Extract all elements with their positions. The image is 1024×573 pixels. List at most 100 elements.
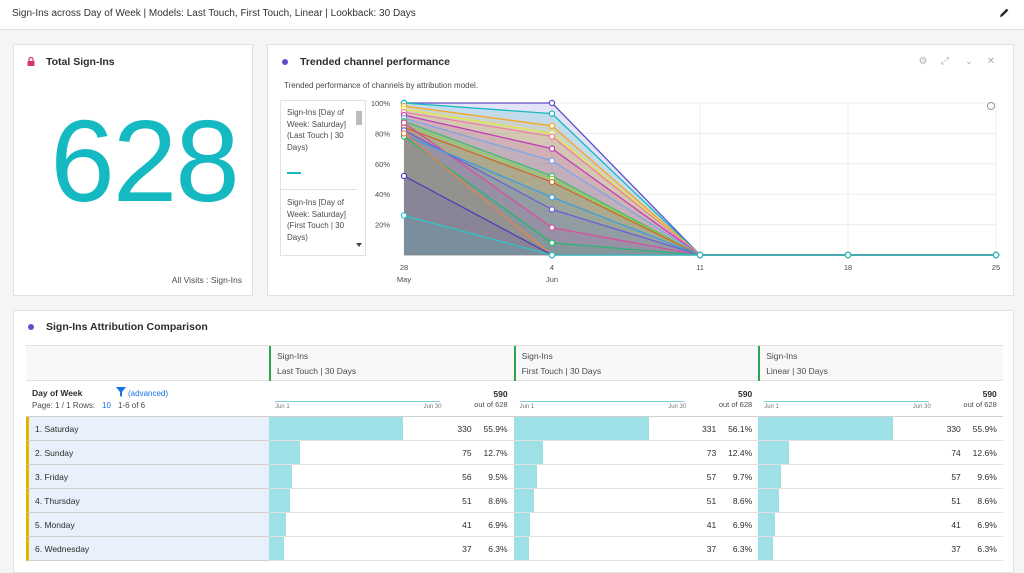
table-cell[interactable]: 51 8.6% xyxy=(269,489,514,513)
cell-percent: 55.9% xyxy=(483,424,508,434)
cell-percent: 8.6% xyxy=(488,496,508,506)
series-point[interactable] xyxy=(548,145,556,152)
cell-value: 37 xyxy=(951,544,961,554)
cell-percent: 12.4% xyxy=(728,448,753,458)
close-icon[interactable]: ✕ xyxy=(986,56,996,67)
y-tick-label: 80% xyxy=(375,129,390,138)
column-color-bar xyxy=(513,346,516,381)
x-tick-label: 11 xyxy=(696,263,704,272)
series-point[interactable] xyxy=(548,224,556,231)
series-point[interactable] xyxy=(548,122,556,129)
series-area xyxy=(404,136,996,255)
series-area xyxy=(404,124,996,255)
dimension-name[interactable]: Day of Week xyxy=(32,388,83,398)
sparkline xyxy=(275,401,440,402)
column-header[interactable]: Sign-Ins Linear | 30 Days xyxy=(758,345,1003,381)
settings-gear-icon[interactable]: ⚙ xyxy=(918,56,928,67)
series-point[interactable] xyxy=(548,239,556,247)
sparkline-end-label: Jun 30 xyxy=(912,404,931,410)
series-point[interactable] xyxy=(548,157,556,164)
expand-icon[interactable]: ⤢ xyxy=(941,56,949,67)
table-row-label[interactable]: 2. Sunday xyxy=(26,441,269,465)
column-summary: 590 out of 628 Jun 1 Jun 30 xyxy=(758,381,1003,417)
table-cell[interactable]: 51 8.6% xyxy=(513,489,759,513)
row-label-text: 5. Monday xyxy=(35,520,75,530)
cell-bar xyxy=(269,513,286,536)
advanced-filter-link[interactable]: (advanced) xyxy=(128,389,169,398)
series-point[interactable] xyxy=(548,251,556,259)
table-cell[interactable]: 41 6.9% xyxy=(513,513,759,537)
series-point[interactable] xyxy=(696,251,704,259)
table-cell[interactable]: 331 56.1% xyxy=(513,417,759,441)
table-cell[interactable]: 73 12.4% xyxy=(513,441,759,465)
cell-bar xyxy=(513,465,537,488)
cell-value: 41 xyxy=(706,520,717,530)
table-cell[interactable]: 41 6.9% xyxy=(269,513,514,537)
cell-value: 330 xyxy=(457,424,472,434)
legend-item[interactable]: Sign-Ins [Day of Week: Saturday] (Last T… xyxy=(287,108,346,152)
trend-panel: Trended channel performance ⚙ ⤢ ⌄ ✕ Tren… xyxy=(267,44,1014,296)
chevron-down-icon[interactable]: ⌄ xyxy=(964,56,974,67)
cell-bar xyxy=(513,441,544,464)
cell-bar xyxy=(758,513,775,536)
series-point[interactable] xyxy=(400,119,408,126)
cell-value: 37 xyxy=(706,544,717,554)
series-point[interactable] xyxy=(548,99,556,107)
column-color-bar xyxy=(758,346,761,381)
series-area xyxy=(404,175,996,255)
table-cell[interactable]: 56 9.5% xyxy=(269,465,514,489)
table-cell[interactable]: 57 9.7% xyxy=(513,465,759,489)
column-header[interactable]: Sign-Ins Last Touch | 30 Days xyxy=(269,345,514,381)
cell-value: 51 xyxy=(951,496,961,506)
series-point[interactable] xyxy=(548,206,556,213)
x-tick-label: 4 xyxy=(550,263,554,272)
table-cell[interactable]: 37 6.3% xyxy=(758,537,1003,561)
series-point[interactable] xyxy=(548,110,556,117)
column-header[interactable]: Sign-Ins First Touch | 30 Days xyxy=(513,345,759,381)
x-tick-sublabel: Jun xyxy=(546,275,558,284)
series-point[interactable] xyxy=(548,194,556,201)
table-cell[interactable]: 74 12.6% xyxy=(758,441,1003,465)
dimension-header-spacer xyxy=(26,345,269,381)
cell-percent: 56.1% xyxy=(728,424,753,434)
table-cell[interactable]: 51 8.6% xyxy=(758,489,1003,513)
cell-value: 37 xyxy=(462,544,472,554)
filter-icon[interactable] xyxy=(116,387,126,397)
table-cell[interactable]: 37 6.3% xyxy=(513,537,759,561)
table-cell[interactable]: 41 6.9% xyxy=(758,513,1003,537)
cell-bar xyxy=(269,489,290,512)
table-cell[interactable]: 75 12.7% xyxy=(269,441,514,465)
legend-item[interactable]: Sign-Ins [Day of Week: Saturday] (First … xyxy=(287,198,346,242)
table-cell[interactable]: 330 55.9% xyxy=(758,417,1003,441)
table-cell[interactable]: 330 55.9% xyxy=(269,417,514,441)
series-point[interactable] xyxy=(400,172,408,180)
table-cell[interactable]: 57 9.6% xyxy=(758,465,1003,489)
table-row-label[interactable]: 5. Monday xyxy=(26,513,269,537)
x-tick-label: 28 xyxy=(400,263,408,272)
cell-value: 57 xyxy=(951,472,961,482)
table-row-label[interactable]: 3. Friday xyxy=(26,465,269,489)
rows-per-page[interactable]: 10 xyxy=(102,401,111,410)
x-tick-label: 18 xyxy=(844,263,852,272)
table-row-label[interactable]: 1. Saturday xyxy=(26,417,269,441)
report-title: Sign-Ins across Day of Week | Models: La… xyxy=(12,8,416,19)
table-row-label[interactable]: 4. Thursday xyxy=(26,489,269,513)
row-label-text: 6. Wednesday xyxy=(35,544,90,554)
table-row-label[interactable]: 6. Wednesday xyxy=(26,537,269,561)
freeform-table: Day of Week (advanced) Page: 1 / 1 Rows:… xyxy=(26,313,1003,571)
table-cell[interactable]: 37 6.3% xyxy=(269,537,514,561)
column-total-of: out of 628 xyxy=(963,400,997,409)
legend-scrollbar[interactable] xyxy=(355,103,363,253)
series-point[interactable] xyxy=(992,251,1000,259)
series-point[interactable] xyxy=(548,133,556,140)
cell-value: 74 xyxy=(951,448,961,458)
series-point[interactable] xyxy=(548,178,556,186)
series-point[interactable] xyxy=(400,130,408,137)
series-point[interactable] xyxy=(844,251,852,259)
series-point[interactable] xyxy=(400,212,408,219)
x-tick-sublabel: May xyxy=(397,275,411,284)
info-icon[interactable] xyxy=(987,102,995,110)
report-header: Sign-Ins across Day of Week | Models: La… xyxy=(0,0,1024,30)
row-label-text: 4. Thursday xyxy=(35,496,80,506)
edit-pencil-icon[interactable] xyxy=(998,7,1010,19)
